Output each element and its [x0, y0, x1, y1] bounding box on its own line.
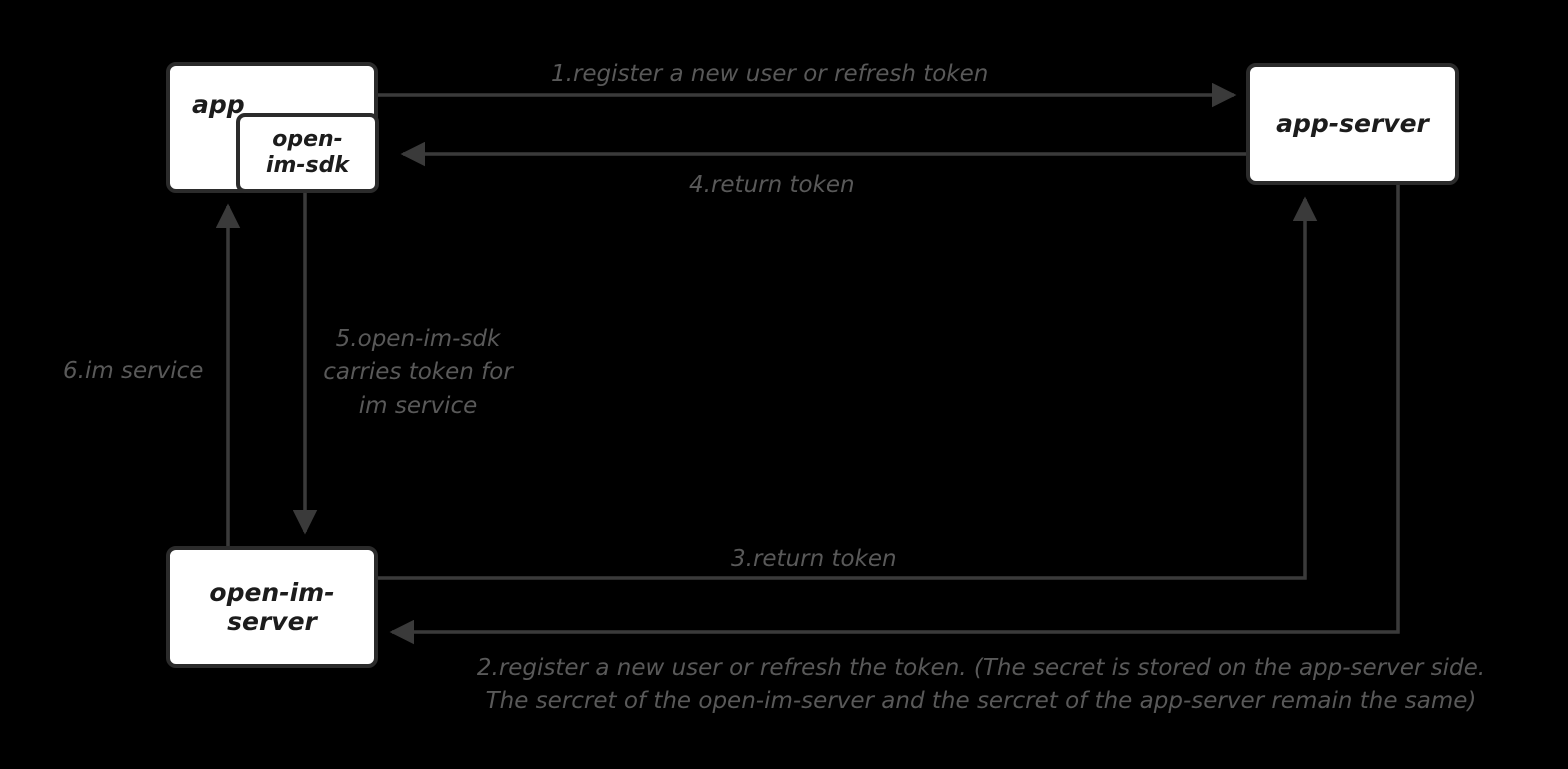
node-open-im-server[interactable]: open-im- server: [166, 546, 378, 668]
node-app-server[interactable]: app-server: [1246, 63, 1459, 185]
node-app-label: app: [192, 90, 245, 119]
edge-label-2: 2.register a new user or refresh the tok…: [476, 655, 1486, 715]
node-open-im-sdk-label: open- im-sdk: [265, 127, 350, 178]
node-open-im-server-label: open-im- server: [209, 577, 335, 637]
edge-label-3: 3.return token: [731, 546, 897, 572]
node-open-im-sdk[interactable]: open- im-sdk: [236, 113, 379, 193]
edge-label-1: 1.register a new user or refresh token: [551, 61, 989, 87]
edge-label-6: 6.im service: [63, 358, 204, 384]
edge-label-5: 5.open-im-sdk carries token for im servi…: [323, 326, 513, 419]
edge-label-4: 4.return token: [689, 172, 855, 198]
edge-2-register-or-refresh: [389, 185, 1400, 645]
edge-3-return-token: [378, 196, 1318, 580]
node-app-server-label: app-server: [1276, 109, 1429, 139]
